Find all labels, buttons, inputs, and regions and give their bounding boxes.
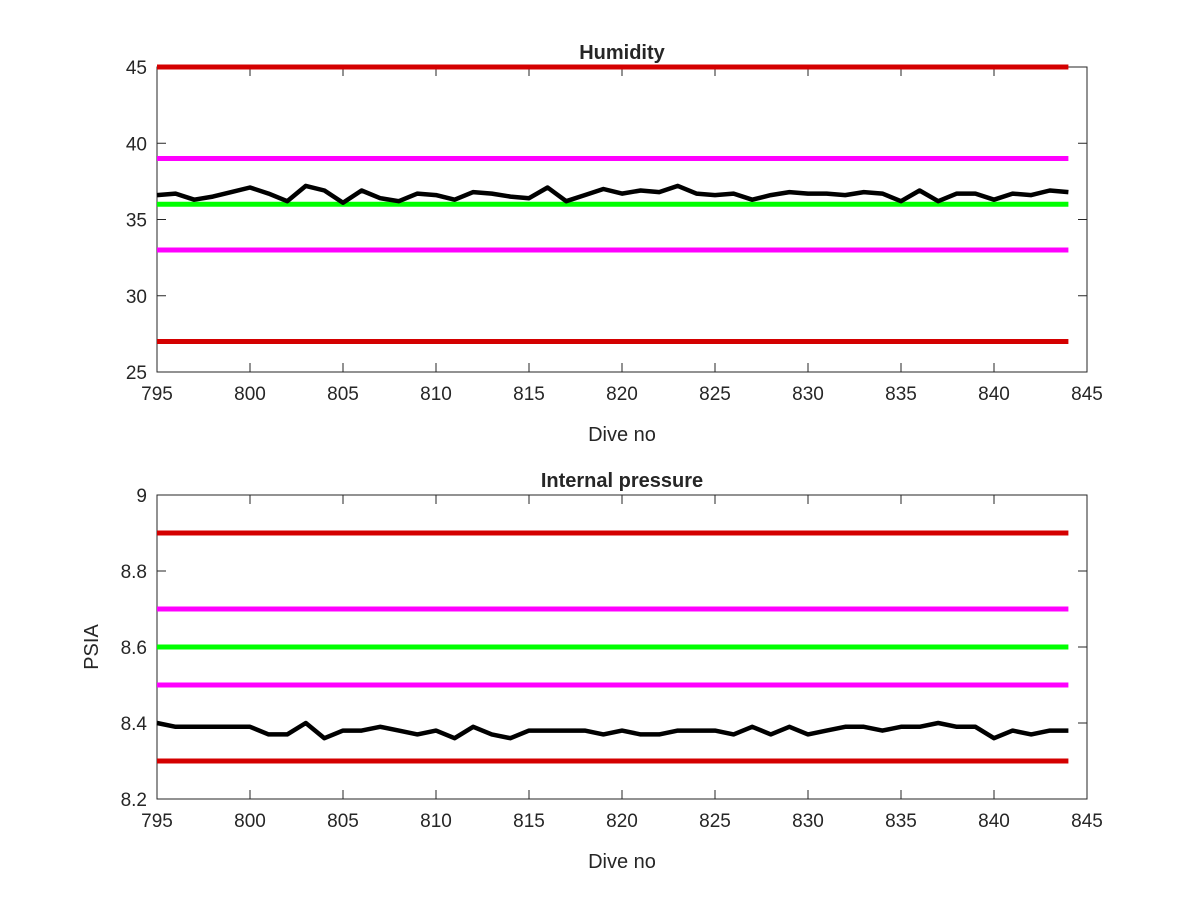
x-tick-label: 805 <box>327 384 359 405</box>
x-axis-label: Dive no <box>588 424 656 446</box>
y-tick-label: 9 <box>136 486 147 507</box>
measured-line <box>156 183 1069 205</box>
x-tick-label: 835 <box>885 384 917 405</box>
x-tick-label: 815 <box>513 811 545 832</box>
x-tick-label: 820 <box>606 811 638 832</box>
x-tick-label: 810 <box>420 384 452 405</box>
humidity-panel: 795 800 805 810 815 820 825 830 835 840 845 25 30 35 4… <box>126 42 1103 446</box>
x-axis-label: Dive no <box>588 851 656 873</box>
x-tick-label: 845 <box>1071 811 1103 832</box>
y-tick-label: 35 <box>126 211 147 232</box>
x-tick-label: 830 <box>792 384 824 405</box>
chart-title: Internal pressure <box>541 470 703 492</box>
internal-pressure-panel: 795 800 805 810 815 820 825 830 835 840 845 8.2 8.4 8… <box>81 470 1103 873</box>
x-tick-label: 800 <box>234 384 266 405</box>
y-tick-label: 8.4 <box>121 714 148 735</box>
y-tick-label: 30 <box>126 287 147 308</box>
x-tick-label: 845 <box>1071 384 1103 405</box>
x-tick-label: 840 <box>978 811 1010 832</box>
x-tick-label: 830 <box>792 811 824 832</box>
measured-line <box>156 720 1069 741</box>
x-tick-label: 820 <box>606 384 638 405</box>
x-tick-label: 795 <box>141 811 173 832</box>
x-tick-label: 800 <box>234 811 266 832</box>
y-axis-label: PSIA <box>81 624 103 670</box>
x-tick-label: 825 <box>699 384 731 405</box>
axes-frame <box>156 66 1088 373</box>
y-tick-label: 8.6 <box>121 638 147 659</box>
x-tick-label: 795 <box>141 384 173 405</box>
y-tick-label: 45 <box>126 58 147 79</box>
x-tick-label: 825 <box>699 811 731 832</box>
x-tick-label: 840 <box>978 384 1010 405</box>
y-tick-label: 25 <box>126 363 147 384</box>
y-tick-label: 40 <box>126 134 147 155</box>
y-tick-label: 8.2 <box>121 790 147 811</box>
x-tick-label: 835 <box>885 811 917 832</box>
x-tick-label: 805 <box>327 811 359 832</box>
x-tick-label: 815 <box>513 384 545 405</box>
y-tick-label: 8.8 <box>121 562 147 583</box>
x-tick-label: 810 <box>420 811 452 832</box>
chart-title: Humidity <box>579 42 665 64</box>
